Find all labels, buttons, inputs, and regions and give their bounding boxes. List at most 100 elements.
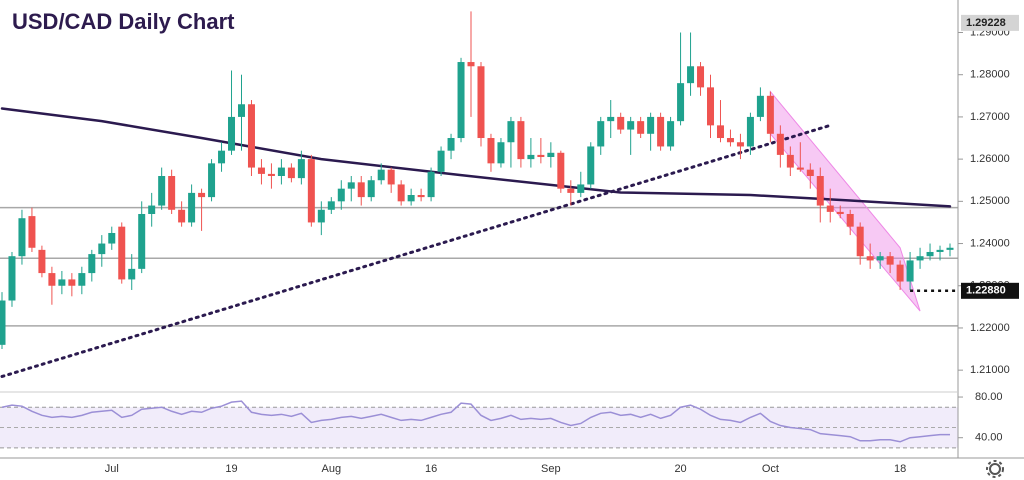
candle-body — [487, 138, 495, 164]
candle-body — [587, 146, 595, 185]
rsi-tick-label: 40.00 — [975, 432, 1003, 444]
x-tick-label: Oct — [762, 463, 779, 475]
candle-body — [527, 154, 535, 160]
candle-body — [846, 213, 854, 227]
candle-body — [257, 167, 265, 174]
candle-body — [657, 116, 665, 147]
candle-body — [597, 121, 605, 147]
candle-body — [387, 169, 395, 185]
candle-body — [447, 138, 455, 151]
candle-body — [357, 182, 365, 198]
candle-body — [367, 180, 375, 198]
candle-body — [517, 121, 525, 160]
candle-body — [467, 62, 475, 67]
candle-body — [68, 279, 76, 286]
candle-body — [118, 226, 126, 280]
candle-body — [796, 167, 804, 170]
candle-body — [876, 256, 884, 261]
candle-body — [916, 256, 924, 261]
trend-line — [0, 123, 832, 378]
candle-body — [547, 152, 555, 158]
candle-body — [836, 211, 844, 214]
candle-body — [507, 121, 515, 143]
candle-body — [946, 247, 954, 250]
candle-body — [437, 150, 445, 172]
settings-icon[interactable] — [986, 460, 1004, 478]
candle-body — [0, 300, 6, 345]
x-tick-label: Sep — [541, 463, 561, 475]
candle-body — [687, 66, 695, 84]
candle-body — [856, 226, 864, 257]
x-tick-label: 16 — [425, 463, 437, 475]
candle-body — [677, 83, 685, 122]
candle-body — [377, 169, 385, 181]
candle-body — [18, 218, 26, 257]
candle-body — [237, 104, 245, 117]
candle-body — [347, 182, 355, 189]
candle-body — [128, 268, 136, 280]
candle-body — [577, 184, 585, 193]
candle-body — [816, 176, 824, 206]
candle-body — [317, 209, 325, 223]
candle-body — [138, 213, 146, 269]
x-tick-label: 18 — [894, 463, 906, 475]
candle-body — [158, 176, 166, 206]
y-tick-label: 1.26000 — [970, 153, 1010, 165]
y-tick-label: 1.27000 — [970, 111, 1010, 123]
y-tick-label: 1.24000 — [970, 237, 1010, 249]
candle-body — [736, 142, 744, 147]
x-tick-label: Aug — [322, 463, 342, 475]
gear-teeth[interactable] — [986, 460, 1004, 478]
candle-body — [198, 192, 206, 198]
candle-body — [607, 116, 615, 122]
candle-body — [637, 121, 645, 134]
candle-body — [886, 256, 894, 265]
price-label-box — [961, 14, 1019, 31]
candle-body — [896, 264, 904, 282]
candle-body — [617, 116, 625, 130]
candle-body — [497, 142, 505, 164]
candle-body — [78, 273, 86, 286]
candle-body — [786, 154, 794, 168]
price-label: 1.29228 — [966, 17, 1006, 29]
candle-body — [327, 201, 335, 210]
candle-body — [168, 176, 176, 210]
candle-body — [627, 121, 635, 130]
rsi-line — [1, 400, 950, 443]
candle-body — [826, 205, 834, 212]
candle-body — [806, 169, 814, 177]
candle-body — [307, 159, 315, 223]
plot-layers: 1.290001.280001.270001.260001.250001.240… — [0, 11, 1019, 475]
candle-body — [647, 116, 655, 134]
y-tick-label: 1.25000 — [970, 195, 1010, 207]
candle-body — [397, 184, 405, 202]
candle-body — [208, 163, 216, 198]
candle-body — [58, 279, 66, 286]
candle-body — [866, 256, 874, 261]
x-tick-label: 20 — [674, 463, 686, 475]
price-label-box — [961, 282, 1019, 299]
candle-body — [178, 209, 186, 223]
candle-body — [247, 104, 255, 168]
candle-body — [188, 192, 196, 223]
candle-body — [38, 249, 46, 274]
candle-body — [906, 260, 914, 282]
candle-body — [537, 154, 545, 158]
candle-body — [716, 125, 724, 139]
candle-body — [88, 254, 96, 274]
candle-body — [477, 66, 485, 139]
candle-body — [8, 256, 16, 301]
candle-body — [148, 205, 156, 214]
candle-body — [277, 167, 285, 177]
candle-body — [567, 188, 575, 193]
candle-body — [936, 249, 944, 252]
y-tick-label: 1.22000 — [970, 322, 1010, 334]
candle-body — [287, 167, 295, 179]
candle-body — [337, 188, 345, 202]
candle-body — [756, 95, 764, 117]
candle-body — [427, 171, 435, 198]
candle-body — [746, 116, 754, 147]
candle-body — [766, 95, 774, 134]
gear[interactable] — [989, 463, 1001, 475]
